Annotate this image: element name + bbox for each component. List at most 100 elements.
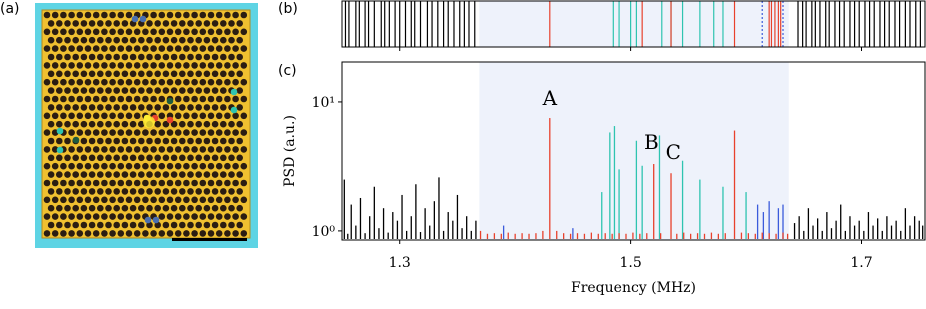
lattice-hole (133, 28, 141, 36)
lattice-hole (64, 204, 71, 212)
lattice-hole (142, 95, 149, 103)
lattice-hole (232, 230, 239, 237)
lattice-hole (207, 129, 215, 136)
lattice-hole (170, 171, 178, 178)
lattice-hole (68, 129, 75, 136)
lattice-hole (154, 70, 161, 78)
lattice-hole (228, 70, 235, 78)
lattice-hole (97, 20, 104, 27)
lattice-hole (109, 45, 116, 52)
lattice-hole (232, 129, 239, 136)
lattice-hole (211, 104, 219, 111)
lattice-hole (68, 95, 75, 103)
lattice-hole (60, 112, 67, 120)
lattice-hole (133, 78, 141, 86)
lattice-hole (129, 70, 137, 78)
lattice-hole (215, 196, 223, 204)
lattice-hole (43, 230, 51, 237)
lattice-hole (207, 95, 215, 103)
lattice-hole (150, 62, 157, 69)
lattice-hole (220, 104, 227, 111)
lattice-hole (183, 129, 190, 136)
lattice-hole (224, 129, 231, 136)
lattice-hole (72, 204, 79, 212)
x-tick-label: 1.7 (850, 255, 872, 271)
lattice-hole (97, 36, 104, 44)
lattice-hole (215, 179, 223, 187)
lattice-hole (211, 137, 219, 145)
lattice-hole (68, 112, 75, 120)
lattice-hole (211, 120, 219, 128)
lattice-hole (47, 87, 55, 94)
lattice-hole (60, 162, 67, 170)
lattice-hole (47, 70, 55, 78)
lattice-hole (236, 104, 243, 111)
lattice-hole (76, 129, 84, 136)
lattice-hole (64, 120, 71, 128)
lattice-hole (179, 221, 186, 229)
lattice-hole (109, 95, 116, 103)
lattice-hole (76, 45, 84, 52)
lattice-hole (236, 87, 243, 94)
lattice-hole (174, 45, 182, 52)
lattice-hole (129, 137, 137, 145)
lattice-hole (146, 137, 153, 145)
lattice-hole (64, 137, 71, 145)
lattice-hole (166, 196, 174, 204)
highlighted-hole (72, 136, 80, 144)
lattice-hole (76, 146, 84, 153)
lattice-hole (166, 146, 174, 153)
lattice-hole (220, 87, 227, 94)
lattice-hole (215, 78, 223, 86)
lattice-hole (117, 78, 125, 86)
lattice-hole (129, 120, 137, 128)
lattice-hole (105, 154, 112, 162)
lattice-hole (174, 62, 182, 69)
lattice-hole (101, 78, 108, 86)
lattice-hole (88, 104, 96, 111)
lattice-hole (232, 179, 239, 187)
lattice-hole (72, 221, 79, 229)
lattice-hole (64, 70, 71, 78)
lattice-hole (138, 120, 145, 128)
lattice-hole (215, 112, 223, 120)
lattice-hole (174, 196, 182, 204)
lattice-hole (97, 204, 104, 212)
lattice-hole (179, 120, 186, 128)
lattice-hole (191, 162, 198, 170)
lattice-hole (240, 45, 248, 52)
lattice-hole (199, 129, 207, 136)
lattice-hole (207, 162, 215, 170)
lattice-hole (158, 129, 166, 136)
lattice-hole (211, 70, 219, 78)
lattice-hole (105, 104, 112, 111)
lattice-hole (220, 188, 227, 195)
lattice-hole (158, 112, 166, 120)
lattice-hole (92, 45, 100, 52)
lattice-hole (207, 28, 215, 36)
lattice-hole (105, 70, 112, 78)
highlighted-hole (144, 216, 152, 224)
lattice-hole (88, 36, 96, 44)
y-tick-label: 10¹ (312, 95, 335, 111)
lattice-hole (191, 28, 198, 36)
lattice-hole (220, 70, 227, 78)
lattice-hole (183, 213, 190, 220)
lattice-hole (154, 36, 161, 44)
lattice-hole (142, 78, 149, 86)
lattice-hole (84, 162, 92, 170)
lattice-hole (64, 36, 71, 44)
lattice-hole (56, 188, 63, 195)
lattice-hole (224, 213, 231, 220)
lattice-hole (166, 213, 174, 220)
lattice-hole (43, 162, 51, 170)
lattice-hole (43, 45, 51, 52)
lattice-hole (142, 28, 149, 36)
lattice-hole (170, 188, 178, 195)
lattice-hole (125, 62, 133, 69)
lattice-hole (191, 11, 198, 19)
lattice-hole (240, 11, 248, 19)
lattice-hole (240, 146, 248, 153)
lattice-hole (240, 78, 248, 86)
lattice-hole (47, 104, 55, 111)
